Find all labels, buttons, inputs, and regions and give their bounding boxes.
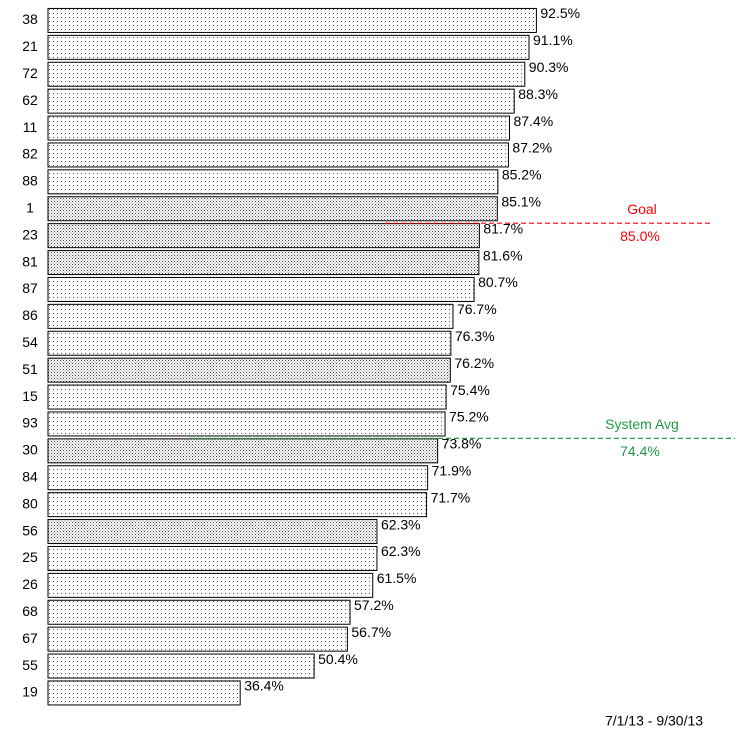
bar [47, 519, 378, 545]
bar [47, 303, 454, 329]
y-tick-label: 88 [22, 173, 38, 189]
reference-value: 85.0% [620, 228, 660, 244]
data-label: 87.2% [512, 140, 552, 156]
y-tick-label: 80 [22, 495, 38, 511]
data-label: 85.2% [502, 167, 542, 183]
bar [47, 250, 480, 276]
data-label: 71.9% [432, 462, 472, 478]
data-label: 76.3% [455, 328, 495, 344]
data-label: 62.3% [381, 543, 421, 559]
bar [47, 438, 439, 464]
data-label: 36.4% [244, 678, 284, 694]
bar [47, 142, 509, 168]
data-label: 90.3% [529, 59, 569, 75]
y-tick-label: 86 [22, 307, 38, 323]
bar [47, 357, 451, 383]
y-tick-label: 25 [22, 549, 38, 565]
data-label: 61.5% [377, 570, 417, 586]
y-tick-label: 72 [22, 65, 38, 81]
y-tick-label: 84 [22, 468, 38, 484]
bar [47, 276, 475, 302]
bar [47, 7, 537, 33]
reference-label: Goal [627, 201, 657, 217]
y-tick-label: 67 [22, 630, 38, 646]
bar [47, 115, 510, 141]
bar [47, 680, 241, 706]
reference-label: System Avg [605, 416, 679, 432]
data-label: 50.4% [318, 651, 358, 667]
data-label: 71.7% [431, 489, 471, 505]
y-tick-label: 62 [22, 92, 38, 108]
data-label: 73.8% [442, 436, 482, 452]
bar [47, 626, 348, 652]
data-label: 75.2% [449, 409, 489, 425]
y-tick-label: 38 [22, 11, 38, 27]
data-label: 56.7% [351, 624, 391, 640]
data-label: 81.6% [483, 247, 523, 263]
data-label: 62.3% [381, 516, 421, 532]
y-tick-label: 93 [22, 415, 38, 431]
bar [47, 411, 446, 437]
y-tick-label: 30 [22, 442, 38, 458]
bar [47, 196, 498, 222]
y-tick-label: 68 [22, 603, 38, 619]
bar [47, 572, 374, 598]
data-label: 92.5% [540, 5, 580, 21]
y-tick-label: 26 [22, 576, 38, 592]
data-label: 85.1% [501, 193, 541, 209]
y-tick-label: 56 [22, 522, 38, 538]
bar [47, 545, 378, 571]
data-label: 81.7% [483, 220, 523, 236]
y-tick-label: 23 [22, 226, 38, 242]
bar [47, 384, 447, 410]
y-tick-label: 15 [22, 388, 38, 404]
y-tick-label: 87 [22, 280, 38, 296]
bar [47, 653, 315, 679]
data-label: 57.2% [354, 597, 394, 613]
y-tick-label: 81 [22, 253, 38, 269]
bar [47, 61, 526, 87]
bar [47, 465, 429, 491]
y-tick-label: 54 [22, 334, 38, 350]
bar [47, 34, 530, 60]
footnote: 7/1/13 - 9/30/13 [605, 713, 703, 729]
y-tick-label: 51 [22, 361, 38, 377]
y-tick-label: 55 [22, 657, 38, 673]
data-label: 80.7% [478, 274, 518, 290]
bar [47, 223, 480, 249]
data-label: 87.4% [513, 113, 553, 129]
y-tick-label: 19 [22, 684, 38, 700]
y-tick-label: 21 [22, 38, 38, 54]
reference-value: 74.4% [620, 443, 660, 459]
bar [47, 88, 515, 114]
y-tick-label: 1 [26, 199, 34, 215]
data-label: 76.7% [457, 301, 497, 317]
data-label: 91.1% [533, 32, 573, 48]
data-label: 75.4% [450, 382, 490, 398]
bar [47, 330, 452, 356]
bar [47, 169, 499, 195]
bar [47, 492, 428, 518]
data-label: 76.2% [454, 355, 494, 371]
y-tick-label: 11 [23, 119, 38, 135]
y-tick-label: 82 [22, 146, 38, 162]
data-label: 88.3% [518, 86, 558, 102]
bar [47, 599, 351, 625]
